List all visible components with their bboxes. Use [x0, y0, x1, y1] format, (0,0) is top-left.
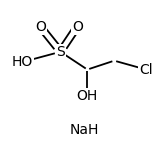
- Text: O: O: [35, 20, 46, 34]
- Text: Cl: Cl: [139, 63, 153, 77]
- Text: OH: OH: [77, 89, 98, 103]
- Text: O: O: [72, 20, 83, 34]
- Text: NaH: NaH: [69, 123, 99, 137]
- Text: S: S: [56, 45, 65, 59]
- Text: HO: HO: [11, 55, 32, 69]
